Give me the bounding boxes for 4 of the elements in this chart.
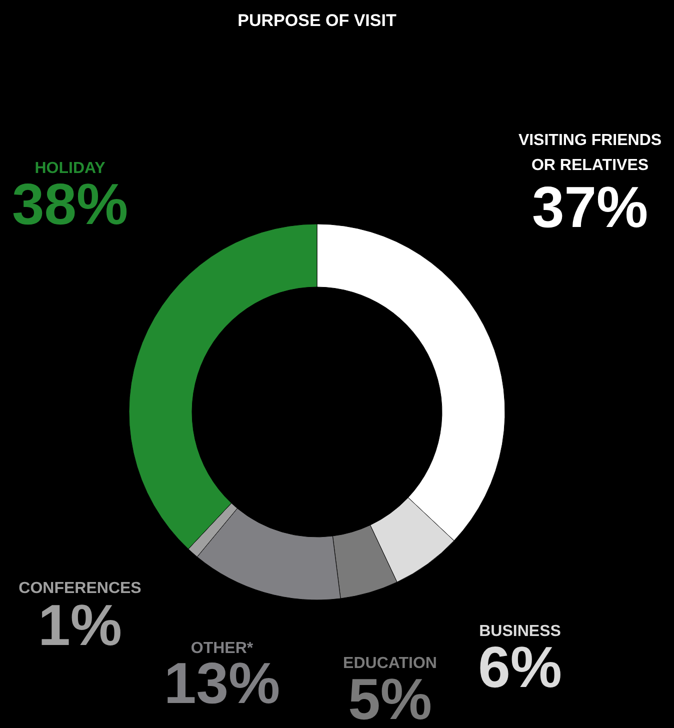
slice-label: OTHER* [190, 640, 254, 657]
chart-title: PURPOSE OF VISIT [238, 11, 397, 30]
data-label: 37% [532, 175, 648, 240]
slice-label: VISITING FRIENDS OR RELATIVES [518, 132, 662, 174]
